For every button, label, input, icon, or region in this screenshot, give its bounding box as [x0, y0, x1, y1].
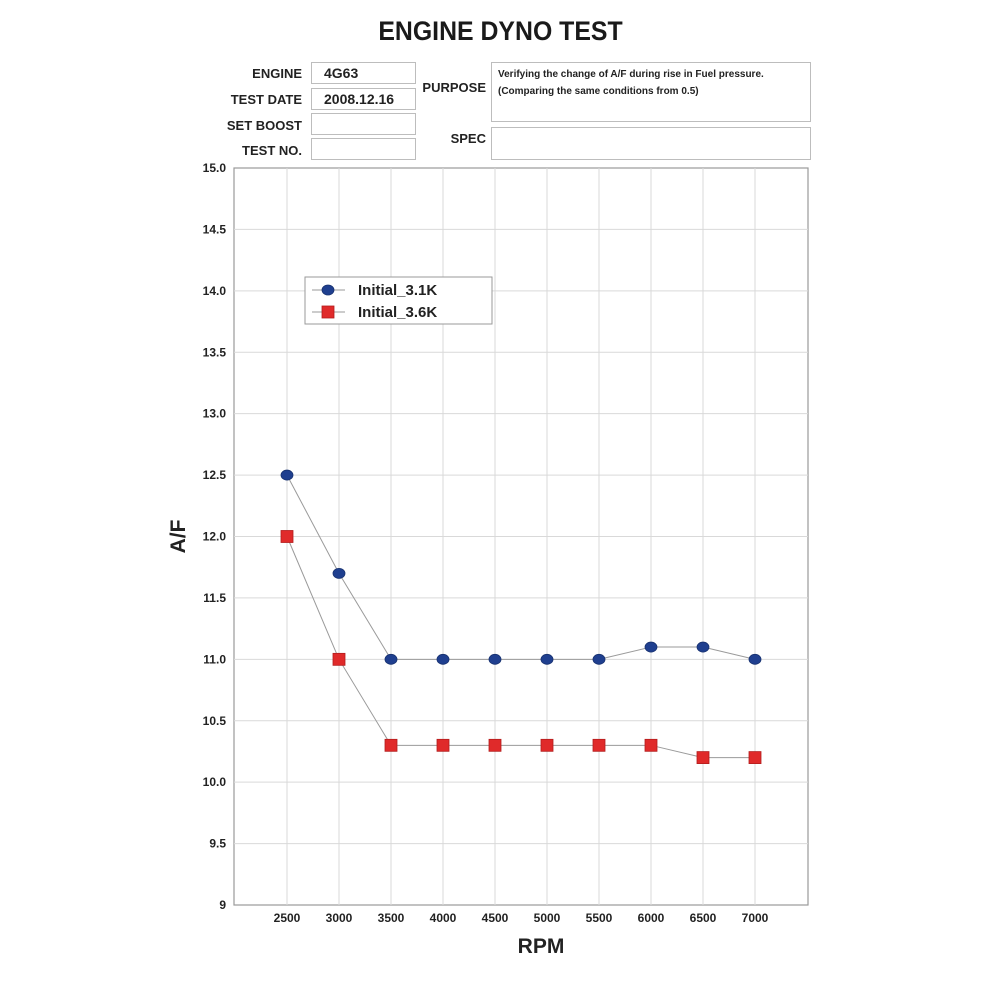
y-tick-label: 9 — [219, 898, 226, 912]
data-point-square — [748, 751, 762, 764]
data-point-circle — [280, 469, 294, 481]
data-point-square — [436, 738, 450, 752]
y-axis-label: A/F — [167, 519, 190, 553]
engine-label: ENGINE — [252, 66, 302, 81]
test-no-field — [311, 138, 416, 160]
y-tick-label: 15.0 — [203, 161, 227, 175]
data-point-circle — [436, 653, 450, 665]
data-point-circle — [384, 653, 398, 665]
y-tick-label: 14.5 — [203, 222, 227, 236]
engine-field: 4G63 — [311, 62, 416, 84]
purpose-field: Verifying the change of A/F during rise … — [491, 62, 811, 122]
data-point-circle — [644, 641, 658, 653]
data-point-circle — [592, 653, 606, 665]
series-line-0 — [286, 474, 756, 660]
x-tick-label: 4500 — [482, 911, 509, 925]
legend-label: Initial_3.6K — [358, 304, 437, 321]
legend-marker-circle — [321, 284, 335, 296]
data-point-square — [644, 738, 658, 752]
spec-field — [491, 127, 811, 160]
purpose-label: PURPOSE — [422, 80, 486, 95]
x-axis-label: RPM — [518, 935, 565, 958]
test-no-label: TEST NO. — [242, 143, 302, 158]
y-tick-label: 13.0 — [203, 407, 227, 421]
x-tick-label: 3500 — [378, 911, 405, 925]
data-point-square — [592, 738, 606, 752]
data-point-circle — [332, 567, 346, 579]
data-point-circle — [488, 653, 502, 665]
data-point-square — [488, 738, 502, 752]
legend: Initial_3.1K Initial_3.6K — [304, 276, 493, 325]
x-tick-label: 2500 — [274, 911, 301, 925]
page-title: ENGINE DYNO TEST — [378, 16, 623, 46]
legend-label: Initial_3.1K — [358, 282, 437, 299]
x-tick-label: 7000 — [742, 911, 769, 925]
x-tick-label: 6500 — [690, 911, 717, 925]
x-tick-label: 3000 — [326, 911, 353, 925]
x-tick-label: 5000 — [534, 911, 561, 925]
data-point-square — [384, 738, 398, 752]
y-tick-label: 11.0 — [203, 652, 226, 666]
y-tick-label: 12.5 — [203, 468, 227, 482]
legend-marker-square — [321, 305, 335, 319]
data-point-square — [280, 530, 294, 543]
x-tick-label: 6000 — [638, 911, 665, 925]
x-tick-label: 4000 — [430, 911, 457, 925]
y-tick-label: 9.5 — [209, 837, 226, 851]
spec-label: SPEC — [450, 131, 486, 146]
data-point-square — [332, 652, 346, 666]
set-boost-label: SET BOOST — [226, 118, 302, 133]
data-point-circle — [696, 641, 710, 653]
data-point-circle — [748, 653, 762, 665]
test-date-field: 2008.12.16 — [311, 88, 416, 110]
y-tick-label: 14.0 — [203, 284, 227, 298]
y-tick-label: 11.5 — [203, 591, 226, 605]
legend-box — [304, 276, 493, 325]
x-tick-label: 5500 — [586, 911, 613, 925]
set-boost-field — [311, 113, 416, 135]
test-date-label: TEST DATE — [230, 92, 302, 107]
y-tick-label: 10.0 — [203, 775, 227, 789]
data-point-circle — [540, 653, 554, 665]
y-tick-label: 13.5 — [203, 345, 227, 359]
y-tick-label: 12.0 — [203, 530, 227, 544]
data-point-square — [540, 738, 554, 752]
series-line-1 — [286, 536, 755, 759]
data-point-square — [696, 751, 710, 764]
y-tick-label: 10.5 — [203, 714, 227, 728]
